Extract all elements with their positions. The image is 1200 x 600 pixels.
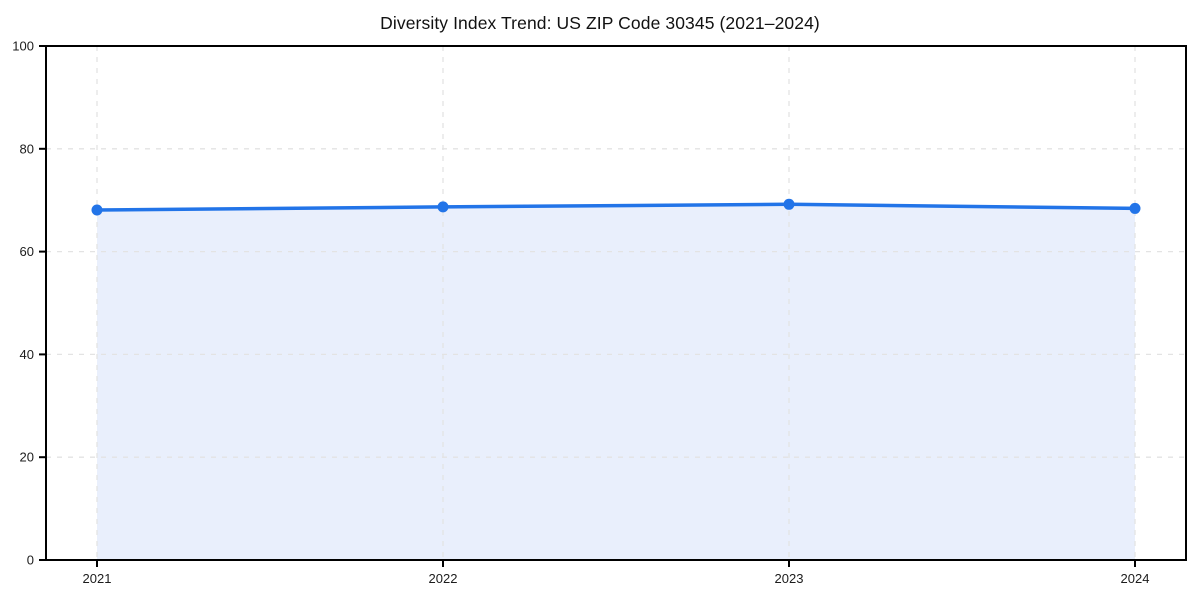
area-fill xyxy=(97,204,1135,561)
plot-border xyxy=(45,45,1187,561)
trend-line xyxy=(95,202,1137,212)
chart-title: Diversity Index Trend: US ZIP Code 30345… xyxy=(380,13,820,33)
x-tick-label: 2024 xyxy=(1121,571,1150,586)
y-tick-label: 80 xyxy=(20,141,34,156)
y-tick-label: 40 xyxy=(20,347,34,362)
y-tick-label: 20 xyxy=(20,450,34,465)
data-point-2021 xyxy=(91,204,103,216)
x-tick-label: 2023 xyxy=(775,571,804,586)
y-tick-label: 0 xyxy=(27,553,34,568)
data-point-2023 xyxy=(783,198,795,210)
data-point-2024 xyxy=(1129,202,1141,214)
data-point-2022 xyxy=(437,201,449,213)
x-tick-label: 2021 xyxy=(83,571,112,586)
x-tick-label: 2022 xyxy=(429,571,458,586)
y-tick-label: 100 xyxy=(12,39,34,54)
y-tick-label: 60 xyxy=(20,244,34,259)
